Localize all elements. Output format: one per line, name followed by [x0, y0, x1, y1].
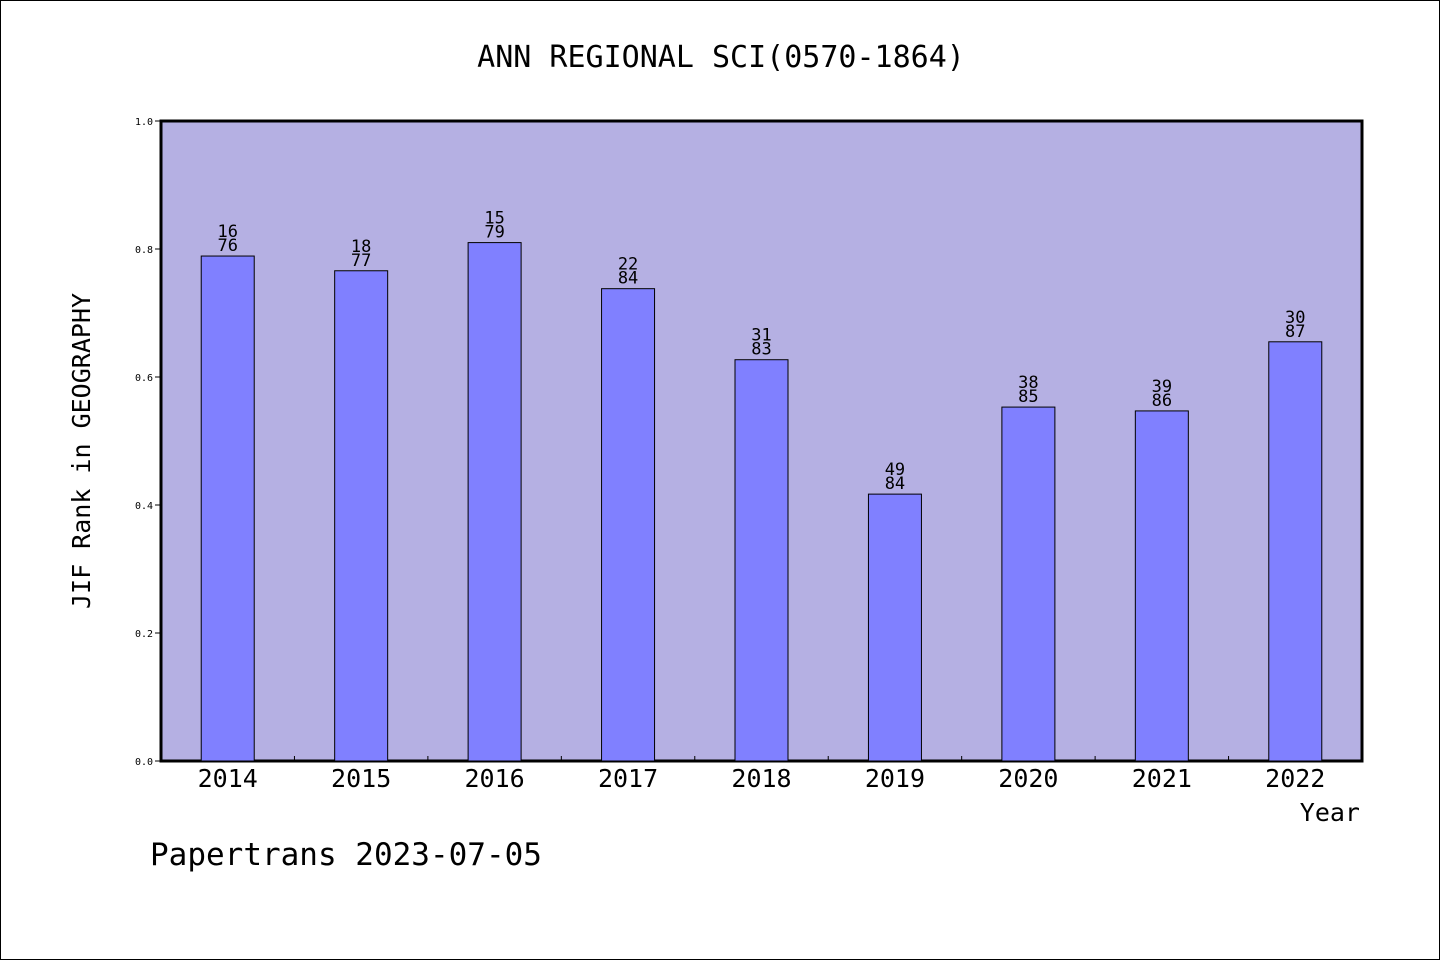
- bar: [867, 493, 922, 762]
- bar-label-rank: 18: [351, 237, 371, 257]
- x-tick-label: 2015: [331, 764, 391, 793]
- y-tick-label: 0.2: [135, 629, 153, 640]
- bar: [200, 255, 255, 762]
- bar-label-total: 79: [484, 223, 504, 243]
- x-tick-label: 2018: [731, 764, 791, 793]
- bar-label-total: 77: [351, 251, 371, 271]
- y-tick-label: 0.4: [135, 501, 153, 512]
- bar-label-total: 84: [885, 474, 905, 494]
- bar-label-total: 76: [217, 236, 237, 256]
- bar-label-total: 87: [1285, 322, 1305, 342]
- y-axis-label: JIF Rank in GEOGRAPHY: [67, 293, 96, 609]
- y-tick-label: 0.0: [135, 757, 153, 768]
- x-axis-label: Year: [1300, 798, 1360, 827]
- bar: [467, 242, 522, 762]
- bar-label-rank: 31: [751, 326, 771, 346]
- x-tick-label: 2016: [465, 764, 525, 793]
- x-tick-label: 2020: [998, 764, 1058, 793]
- footer-text: Papertrans 2023-07-05: [150, 837, 542, 873]
- bar-label-rank: 15: [484, 209, 504, 229]
- x-tick-label: 2014: [198, 764, 258, 793]
- bar: [334, 270, 389, 762]
- bar: [1001, 406, 1056, 762]
- y-tick-label: 0.8: [135, 245, 153, 256]
- bar-label-rank: 49: [885, 460, 905, 480]
- x-tick-label: 2019: [865, 764, 925, 793]
- x-tick-label: 2022: [1265, 764, 1325, 793]
- bar-label-rank: 30: [1285, 308, 1305, 328]
- x-tick-label: 2017: [598, 764, 658, 793]
- bar: [601, 288, 656, 762]
- bar: [1134, 410, 1189, 762]
- bar-label-rank: 22: [618, 255, 638, 275]
- x-tick-label: 2021: [1132, 764, 1192, 793]
- bar-label-total: 84: [618, 269, 638, 289]
- y-tick-label: 1.0: [135, 117, 153, 128]
- bar-label-rank: 16: [217, 222, 237, 242]
- bar-label-rank: 39: [1152, 377, 1172, 397]
- x-axis: 2014 2015 2016 2017 2018 2019 2020 2021 2022: [198, 756, 1325, 793]
- y-axis: 0.0 0.2 0.4 0.6 0.8 1.0: [135, 117, 161, 768]
- bar-label-total: 83: [751, 340, 771, 360]
- bar: [734, 359, 789, 762]
- chart-title: ANN REGIONAL SCI(0570-1864): [477, 40, 965, 75]
- y-tick-label: 0.6: [135, 373, 153, 384]
- bar-label-total: 86: [1152, 391, 1172, 411]
- bar-label-total: 85: [1018, 387, 1038, 407]
- bar: [1268, 341, 1323, 762]
- bar-label-rank: 38: [1018, 373, 1038, 393]
